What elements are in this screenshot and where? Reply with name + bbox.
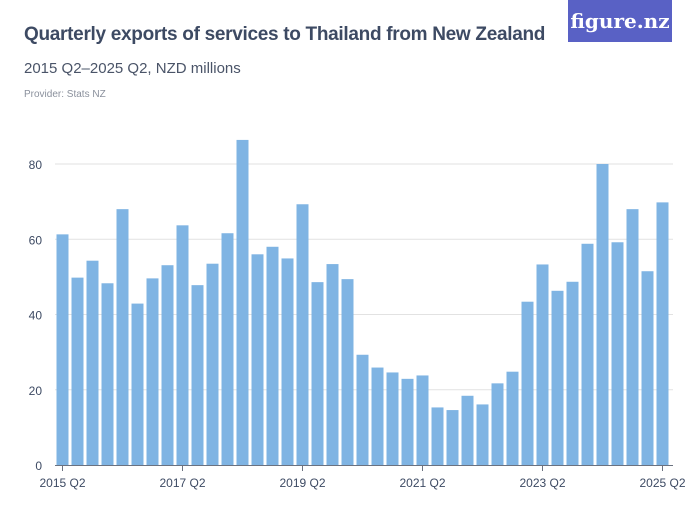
bar [386, 372, 399, 465]
y-tick-label: 80 [29, 158, 43, 172]
bar [176, 225, 189, 465]
bar [311, 282, 324, 465]
bar [656, 202, 669, 465]
x-tick-label: 2019 Q2 [279, 476, 325, 490]
bar [431, 407, 444, 465]
bar [116, 209, 129, 465]
logo-text: figure.nz [570, 9, 670, 33]
bar [371, 367, 384, 465]
bar [521, 301, 534, 465]
bar [101, 283, 114, 465]
bar [146, 278, 159, 465]
y-tick-label: 60 [29, 233, 43, 247]
bar [356, 354, 369, 465]
bar [131, 303, 144, 465]
figure-nz-logo[interactable]: figure.nz [568, 0, 672, 42]
bar [506, 371, 519, 465]
bar [566, 281, 579, 465]
x-tick-label: 2015 Q2 [39, 476, 85, 490]
bar [86, 260, 99, 465]
chart-subtitle: 2015 Q2–2025 Q2, NZD millions [24, 60, 241, 77]
bar [551, 290, 564, 465]
bar [626, 209, 639, 465]
bar [641, 271, 654, 465]
bar [191, 285, 204, 465]
bar [611, 242, 624, 465]
bar [491, 383, 504, 465]
bar [71, 277, 84, 465]
bar [476, 404, 489, 465]
bar [341, 279, 354, 465]
bar [281, 258, 294, 465]
bar [401, 378, 414, 465]
bar [416, 375, 429, 465]
y-tick-label: 40 [29, 309, 43, 323]
bar [446, 410, 459, 465]
bar [161, 265, 174, 465]
x-tick-label: 2025 Q2 [639, 476, 685, 490]
x-tick-label: 2017 Q2 [159, 476, 205, 490]
chart-title: Quarterly exports of services to Thailan… [24, 24, 546, 45]
bar [206, 263, 219, 465]
bar [296, 204, 309, 466]
y-tick-label: 20 [29, 384, 43, 398]
provider-label: Provider: Stats NZ [24, 89, 106, 100]
bar [326, 264, 339, 465]
bar [266, 246, 279, 465]
x-tick-label: 2021 Q2 [399, 476, 445, 490]
bar [581, 243, 594, 465]
y-tick-label: 0 [35, 459, 42, 473]
bar [56, 234, 69, 465]
bar [461, 395, 474, 465]
bar [251, 254, 264, 465]
x-tick-label: 2023 Q2 [519, 476, 565, 490]
bar [236, 139, 249, 466]
bar [536, 264, 549, 465]
bar [221, 233, 234, 465]
bar [596, 164, 609, 465]
